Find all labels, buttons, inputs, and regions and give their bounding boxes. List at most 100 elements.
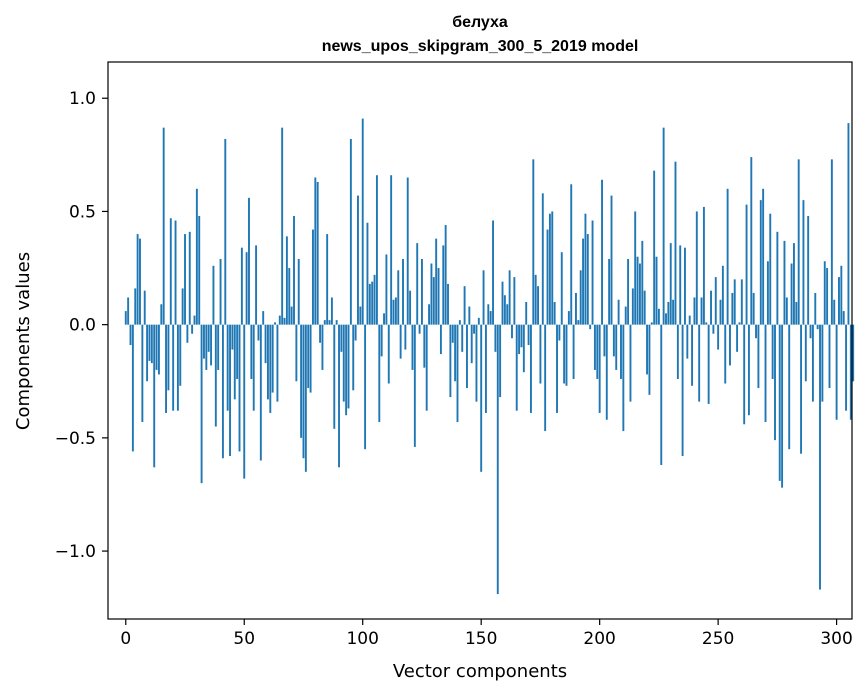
bar (233, 324, 236, 400)
x-tick-label: 250 (702, 629, 734, 649)
bar (835, 324, 838, 420)
bar (345, 324, 348, 416)
bar (553, 302, 556, 325)
bar (546, 229, 549, 325)
bar (198, 215, 201, 325)
bar (702, 206, 705, 325)
bar (537, 286, 539, 325)
bar (650, 322, 653, 325)
bar (186, 324, 189, 343)
bar (499, 324, 502, 398)
bar (302, 324, 305, 459)
bar (838, 277, 840, 325)
bar (188, 231, 191, 325)
y-tick-label: 1.0 (69, 89, 96, 109)
bar (657, 308, 660, 325)
bar (153, 324, 156, 468)
bar (295, 324, 298, 382)
bar (283, 317, 286, 325)
bar (733, 279, 736, 325)
bar (830, 159, 833, 325)
bar (470, 324, 473, 364)
bar (615, 324, 618, 370)
bar (319, 324, 322, 343)
bar (179, 324, 182, 386)
y-tick-label: 0.5 (69, 202, 96, 222)
bar (617, 299, 620, 325)
bar (380, 324, 383, 357)
bar (300, 324, 303, 438)
bar (129, 324, 132, 346)
bar (274, 322, 276, 325)
bar (672, 299, 675, 325)
bar (570, 184, 573, 325)
bar (532, 159, 535, 325)
bar (150, 324, 153, 364)
bar (828, 324, 831, 389)
bar (525, 302, 528, 325)
bar (572, 324, 575, 379)
bar (236, 324, 239, 379)
bar (210, 324, 213, 366)
y-tick-label: −1.0 (55, 542, 96, 562)
bar (221, 324, 224, 459)
bar (774, 324, 776, 441)
bar (131, 324, 134, 452)
bar (743, 324, 746, 425)
bar (688, 315, 691, 325)
bar (349, 138, 352, 325)
bar (731, 292, 734, 325)
bar (214, 324, 217, 427)
bar (477, 317, 480, 325)
bar (771, 324, 774, 379)
bar (127, 297, 130, 325)
bar (229, 324, 231, 456)
bar (823, 261, 826, 325)
bar (290, 306, 293, 325)
bar (195, 188, 198, 325)
bar (174, 220, 177, 325)
bar (695, 211, 698, 325)
bar (769, 213, 772, 325)
bar (435, 238, 438, 325)
bar (193, 315, 196, 325)
bar (352, 324, 355, 391)
bar (390, 175, 393, 325)
x-tick-label: 50 (233, 629, 255, 649)
bar (800, 324, 803, 454)
bar (307, 324, 310, 389)
bar (489, 311, 492, 325)
bar (667, 302, 670, 325)
bar (847, 123, 850, 325)
bar (312, 229, 314, 325)
bar (598, 324, 601, 413)
bar (508, 270, 511, 325)
bar (622, 324, 625, 432)
bar (203, 324, 205, 359)
bar (304, 324, 307, 472)
bar (646, 324, 648, 375)
bar (601, 179, 603, 325)
bar (271, 324, 274, 393)
bar (354, 324, 357, 341)
bar (404, 324, 407, 350)
bar (740, 279, 743, 325)
bar (226, 324, 229, 411)
bar (790, 263, 793, 325)
bar (473, 324, 476, 334)
bar (793, 243, 795, 325)
bar (250, 324, 253, 379)
bar (335, 320, 338, 325)
bar (413, 324, 416, 447)
bar (676, 324, 679, 379)
bar (819, 324, 821, 590)
bar (259, 324, 262, 461)
bar (141, 324, 144, 423)
bar (184, 234, 186, 325)
bar (638, 263, 641, 325)
bar (148, 324, 151, 361)
bar (321, 324, 324, 370)
bar (726, 188, 729, 325)
bar (361, 118, 364, 325)
